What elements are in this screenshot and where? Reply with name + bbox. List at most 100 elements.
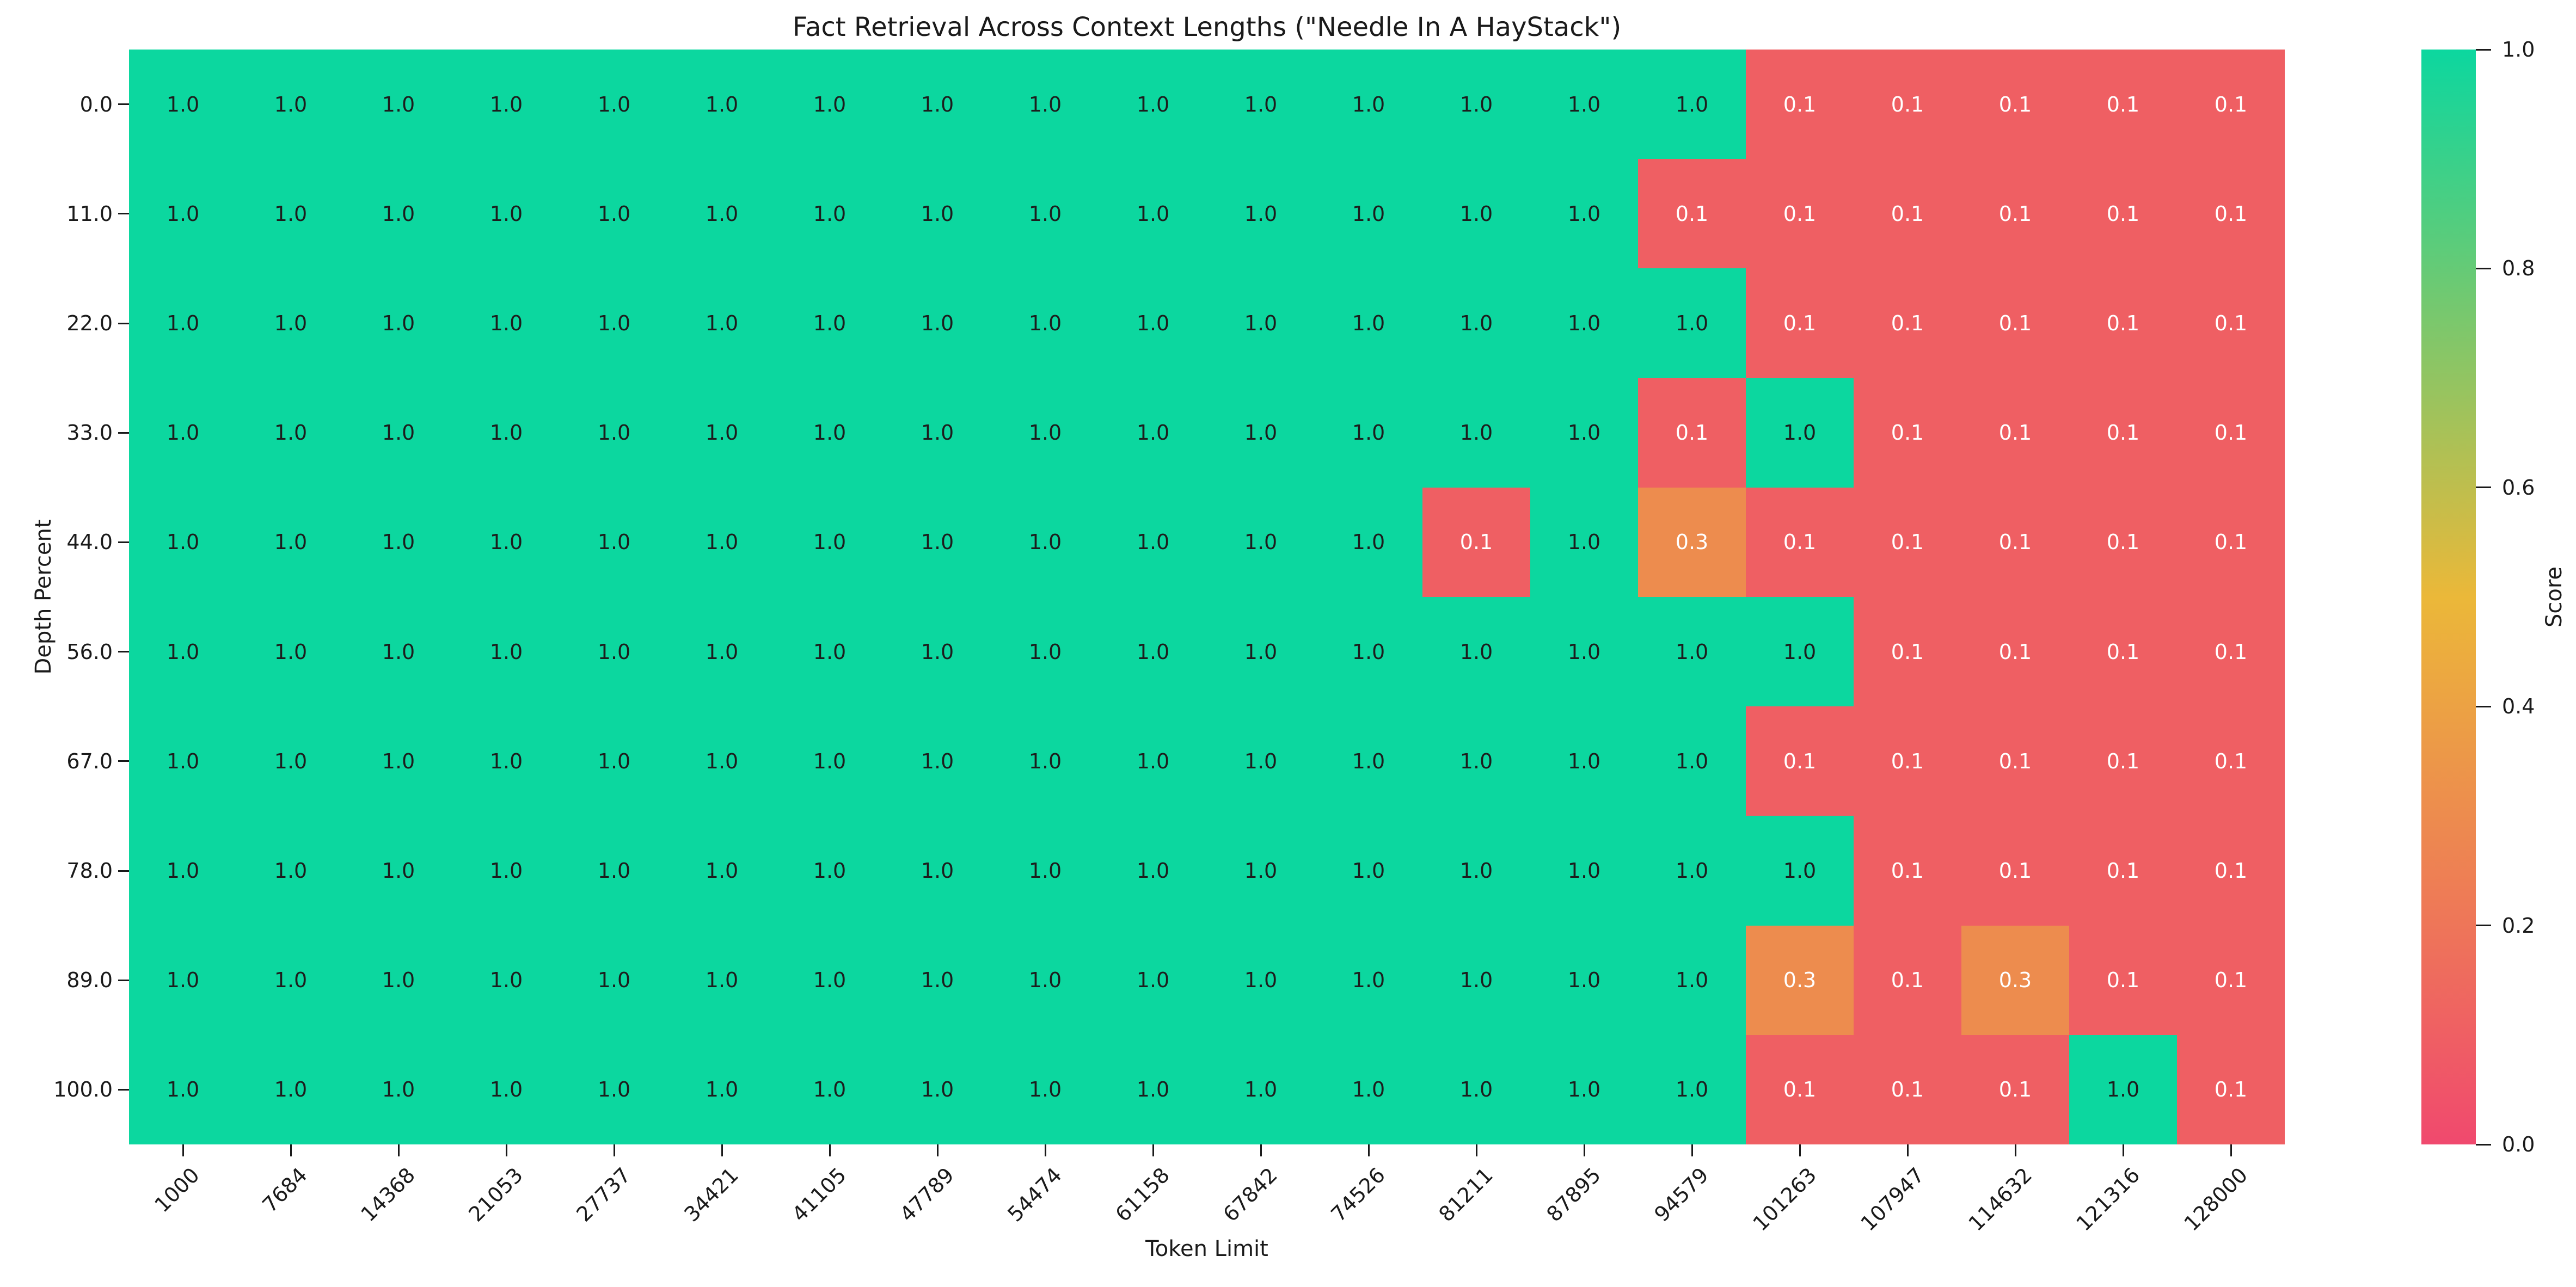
y-tick-label: 0.0 [79, 92, 113, 116]
colorbar-tick-mark [2476, 267, 2491, 269]
y-tick-label: 100.0 [53, 1077, 113, 1102]
cell-value: 1.0 [489, 639, 523, 664]
cell-value: 0.1 [2106, 530, 2140, 555]
cell-value: 1.0 [382, 92, 415, 116]
heatmap-cell: 0.1 [1854, 159, 1961, 269]
heatmap-cell: 1.0 [776, 596, 884, 707]
cell-value: 1.0 [1352, 92, 1385, 116]
heatmap-cell: 1.0 [129, 925, 237, 1035]
heatmap-cell: 1.0 [237, 925, 345, 1035]
cell-value: 0.1 [2214, 92, 2248, 116]
x-tick-label: 87895 [1542, 1163, 1606, 1227]
heatmap-cell: 1.0 [1099, 50, 1207, 159]
cell-value: 1.0 [921, 1077, 954, 1102]
cell-value: 0.1 [2106, 421, 2140, 445]
heatmap-cell: 1.0 [1099, 706, 1207, 816]
heatmap-cell: 1.0 [452, 596, 560, 707]
cell-value: 1.0 [1136, 92, 1170, 116]
heatmap-cell: 1.0 [776, 1034, 884, 1144]
cell-value: 1.0 [921, 92, 954, 116]
heatmap-cell: 0.1 [1854, 378, 1961, 488]
x-tick-label: 14368 [356, 1163, 420, 1227]
cell-value: 0.1 [2214, 201, 2248, 226]
heatmap-cell: 1.0 [237, 1034, 345, 1144]
heatmap-cell: 0.1 [2177, 487, 2285, 597]
y-tick-mark [118, 103, 129, 106]
cell-value: 0.1 [1783, 201, 1817, 226]
x-tick-label: 114632 [1964, 1163, 2037, 1236]
colorbar-tick-mark [2476, 487, 2491, 489]
x-tick-mark [2122, 1144, 2124, 1156]
heatmap-cell: 0.1 [2069, 50, 2177, 159]
heatmap-cell: 0.1 [2069, 706, 2177, 816]
cell-value: 1.0 [1459, 92, 1493, 116]
cell-value: 1.0 [813, 201, 847, 226]
cell-value: 1.0 [705, 92, 739, 116]
heatmap-cell: 0.1 [1854, 596, 1961, 707]
heatmap-cell: 1.0 [452, 378, 560, 488]
cell-value: 1.0 [1244, 639, 1278, 664]
cell-value: 1.0 [921, 639, 954, 664]
cell-value: 1.0 [1028, 858, 1062, 883]
heatmap-cell: 1.0 [1207, 706, 1315, 816]
heatmap-cell: 1.0 [776, 50, 884, 159]
x-tick-mark [1799, 1144, 1801, 1156]
heatmap-cell: 1.0 [884, 925, 991, 1035]
heatmap-cell: 1.0 [452, 487, 560, 597]
cell-value: 1.0 [1244, 530, 1278, 555]
heatmap-cell: 0.1 [2069, 268, 2177, 378]
heatmap-cell: 0.1 [1961, 378, 2069, 488]
cell-value: 1.0 [1028, 421, 1062, 445]
heatmap-cell: 0.1 [2177, 1034, 2285, 1144]
cell-value: 1.0 [489, 968, 523, 993]
heatmap-cell: 1.0 [1315, 1034, 1422, 1144]
cell-value: 1.0 [382, 1077, 415, 1102]
cell-value: 1.0 [1783, 858, 1817, 883]
cell-value: 1.0 [382, 858, 415, 883]
cell-value: 1.0 [382, 530, 415, 555]
heatmap-cell: 1.0 [1315, 596, 1422, 707]
heatmap-cell: 1.0 [884, 1034, 991, 1144]
cell-value: 0.1 [2214, 639, 2248, 664]
heatmap-cell: 1.0 [1530, 816, 1638, 926]
cell-value: 0.1 [1783, 92, 1817, 116]
x-tick-mark [721, 1144, 723, 1156]
heatmap-cell: 1.0 [1207, 816, 1315, 926]
heatmap-cell: 1.0 [668, 706, 776, 816]
cell-value: 1.0 [1244, 1077, 1278, 1102]
cell-value: 1.0 [382, 749, 415, 773]
heatmap-cell: 1.0 [1530, 596, 1638, 707]
heatmap-cell: 1.0 [345, 159, 452, 269]
cell-value: 0.1 [1783, 1077, 1817, 1102]
heatmap-cell: 1.0 [1422, 378, 1530, 488]
heatmap-cell: 1.0 [345, 268, 452, 378]
cell-value: 1.0 [1675, 92, 1709, 116]
heatmap-cell: 0.1 [2177, 706, 2285, 816]
heatmap-cell: 1.0 [452, 925, 560, 1035]
cell-value: 1.0 [489, 530, 523, 555]
heatmap-cell: 1.0 [560, 816, 668, 926]
cell-value: 1.0 [705, 639, 739, 664]
cell-value: 1.0 [597, 1077, 631, 1102]
heatmap-cell: 1.0 [1422, 706, 1530, 816]
heatmap-cell: 1.0 [237, 816, 345, 926]
heatmap-cell: 1.0 [1530, 268, 1638, 378]
cell-value: 1.0 [274, 530, 308, 555]
heatmap-cell: 1.0 [1530, 159, 1638, 269]
heatmap-cell: 1.0 [668, 925, 776, 1035]
heatmap-cell: 1.0 [560, 268, 668, 378]
cell-value: 1.0 [274, 749, 308, 773]
y-tick-label: 56.0 [66, 639, 113, 664]
heatmap-cell: 1.0 [1638, 925, 1746, 1035]
heatmap-grid: 1.0 1.0 1.0 1.0 1.0 1.0 1.0 1.0 1.0 1.0 1.0 1.0 1.0 1… [129, 50, 2285, 1144]
heatmap-cell: 0.1 [2177, 159, 2285, 269]
y-tick-mark [118, 541, 129, 543]
heatmap-cell: 0.1 [2069, 925, 2177, 1035]
x-tick-mark [505, 1144, 507, 1156]
cell-value: 1.0 [1567, 749, 1601, 773]
x-tick-label: 27737 [572, 1163, 636, 1227]
cell-value: 0.1 [2106, 858, 2140, 883]
cell-value: 0.1 [1891, 201, 1924, 226]
cell-value: 1.0 [489, 421, 523, 445]
heatmap-cell: 1.0 [1207, 378, 1315, 488]
